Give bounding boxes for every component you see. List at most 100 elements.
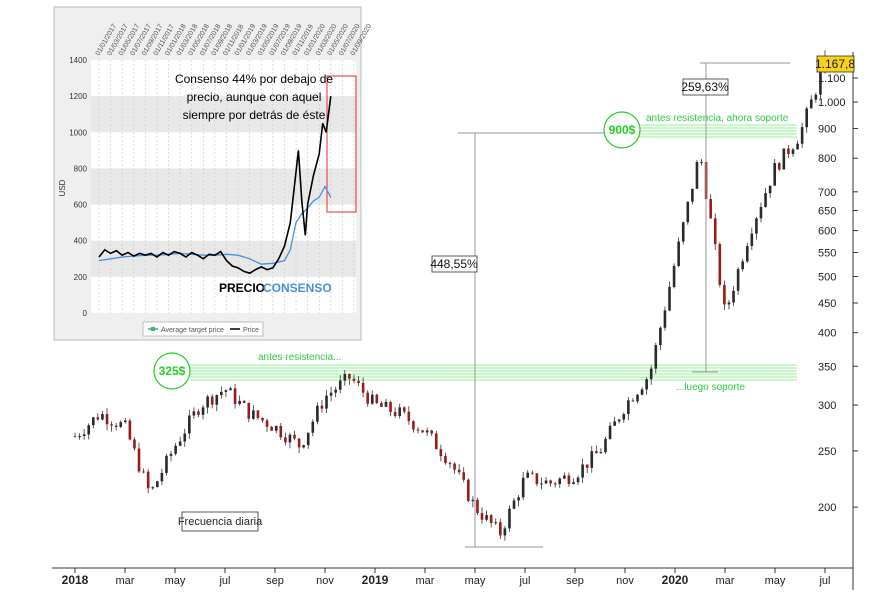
candle-body — [800, 127, 804, 144]
candle-body — [471, 499, 475, 502]
candle-body — [375, 394, 379, 404]
candle-body — [773, 163, 776, 186]
candle-body — [325, 395, 328, 409]
candle-body — [581, 464, 584, 478]
candle-body — [101, 413, 104, 420]
x-tick-label: 2020 — [662, 573, 689, 587]
candle-body — [425, 430, 429, 433]
candle-body — [316, 405, 319, 422]
candle-body — [462, 472, 466, 480]
last-price-tag: 1.167,8 — [815, 55, 855, 73]
candle-body — [663, 310, 667, 328]
candle-body — [188, 415, 191, 434]
candle-body — [659, 327, 662, 346]
candle-body — [165, 455, 168, 473]
y-tick-label: 650 — [818, 205, 836, 217]
pct-259-label: 259,63% — [681, 80, 729, 94]
pct-448-label: 448,55% — [430, 257, 478, 271]
candle-body — [759, 206, 763, 219]
candle-body — [297, 438, 301, 448]
candle-body — [233, 388, 237, 405]
x-tick-label: sep — [266, 575, 284, 587]
candle-body — [370, 394, 374, 404]
y-tick-label: 300 — [818, 400, 836, 412]
note-luego-soporte: ...luego soporte — [676, 382, 745, 393]
candle-body — [613, 421, 616, 426]
candle-body — [526, 472, 530, 478]
candle-body — [640, 389, 644, 395]
measure-448 — [458, 132, 635, 548]
x-tick-label: 2018 — [62, 573, 89, 587]
candle-body — [453, 463, 456, 470]
band-325 — [190, 364, 797, 381]
legend-consensus-label: Average target price — [161, 327, 224, 334]
candle-body — [791, 149, 795, 154]
band-900 — [635, 124, 797, 138]
y-tick-label: 1.000 — [818, 97, 846, 109]
candle-body — [805, 108, 809, 128]
candle-body — [137, 448, 141, 472]
candle-body — [512, 500, 516, 509]
candle-body — [169, 453, 173, 456]
candle-body — [576, 477, 580, 483]
candle-body — [558, 478, 562, 485]
candle-body — [156, 481, 159, 488]
candle-body — [206, 396, 209, 408]
candle-body — [357, 380, 360, 384]
pct-448-box: 448,55% — [430, 255, 478, 273]
candle-body — [572, 482, 575, 484]
candle-body — [764, 193, 767, 207]
candle-body — [809, 99, 813, 109]
candle-body — [755, 218, 758, 234]
candle-body — [814, 94, 818, 100]
frequency-box: Frecuencia diaria — [178, 511, 263, 532]
inset-y-tick-label: 200 — [74, 273, 88, 282]
candle-body — [160, 472, 164, 482]
candle-body — [242, 400, 246, 403]
inset-highlight-box — [326, 75, 357, 213]
candle-body — [151, 487, 155, 489]
candle-body — [686, 201, 690, 223]
x-tick-label: mar — [416, 575, 435, 587]
candle-body — [412, 421, 415, 430]
candle-body — [563, 475, 566, 479]
candle-body — [677, 241, 680, 266]
candle-body — [531, 472, 534, 474]
candle-body — [352, 378, 356, 381]
candle-body — [480, 513, 484, 520]
candle-body — [494, 522, 498, 524]
candle-body — [489, 515, 493, 523]
candle-body — [627, 400, 630, 415]
candle-body — [622, 414, 626, 420]
candle-body — [508, 508, 511, 529]
y-tick-label: 500 — [818, 271, 836, 283]
candle-body — [270, 426, 273, 431]
x-tick-label: 2019 — [362, 573, 389, 587]
candle-body — [631, 400, 635, 402]
candle-body — [448, 463, 452, 465]
candle-body — [192, 411, 196, 416]
y-tick-label: 800 — [818, 153, 836, 165]
candle-body — [220, 391, 223, 396]
candles — [73, 50, 827, 541]
candle-body — [567, 475, 571, 484]
candle-body — [338, 380, 342, 390]
candle-body — [590, 451, 594, 468]
candle-body — [553, 483, 557, 485]
candle-body — [146, 471, 150, 489]
legend-price-label: Price — [243, 327, 259, 334]
candle-body — [485, 515, 488, 520]
candle-body — [288, 434, 292, 443]
y-tick-label: 900 — [818, 124, 836, 136]
candle-body — [91, 417, 95, 426]
candle-body — [787, 148, 790, 154]
inset-band — [91, 240, 356, 277]
candle-body — [407, 411, 411, 422]
x-tick-label: jul — [518, 575, 530, 587]
candle-body — [713, 218, 717, 245]
pct-259-box: 259,63% — [681, 78, 729, 96]
candle-body — [585, 464, 589, 468]
candle-body — [183, 433, 187, 442]
y-tick-label: 700 — [818, 187, 836, 199]
